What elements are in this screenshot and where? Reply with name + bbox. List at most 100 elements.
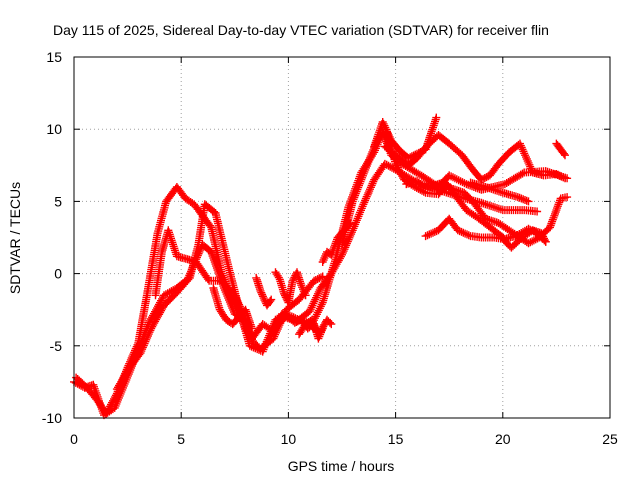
data-point	[380, 159, 389, 168]
data-point	[385, 133, 394, 141]
data-point	[552, 170, 561, 178]
data-point	[267, 325, 276, 334]
x-tick-label: 10	[281, 431, 297, 447]
data-point	[480, 174, 489, 182]
data-point	[496, 205, 505, 214]
data-point	[330, 243, 339, 252]
data-point	[106, 402, 115, 411]
data-point	[425, 230, 434, 239]
data-point	[258, 292, 267, 301]
data-point	[257, 288, 266, 297]
data-point	[310, 323, 319, 332]
data-point	[368, 179, 377, 188]
data-point	[314, 287, 323, 296]
data-point	[347, 228, 356, 237]
data-point	[111, 391, 120, 400]
x-tick-label: 0	[70, 431, 78, 447]
data-point	[525, 160, 534, 169]
data-point	[256, 286, 265, 295]
data-point	[149, 320, 158, 329]
grid-lines	[74, 57, 610, 418]
data-point	[454, 176, 463, 185]
data-point	[343, 237, 352, 246]
data-point	[362, 192, 371, 201]
data-point	[398, 172, 407, 181]
data-point	[523, 157, 532, 165]
data-point	[540, 236, 549, 245]
data-point	[280, 289, 289, 298]
data-point	[266, 297, 275, 305]
y-tick-label: 0	[54, 266, 62, 282]
data-point	[142, 335, 151, 344]
data-point	[518, 145, 527, 154]
data-point	[380, 121, 389, 130]
data-point	[327, 320, 336, 329]
data-point	[381, 123, 390, 132]
data-point	[414, 148, 423, 157]
data-point	[313, 275, 322, 284]
data-point	[363, 190, 372, 199]
y-tick-label: -5	[50, 338, 63, 354]
data-point	[561, 174, 569, 183]
data-point	[269, 334, 278, 343]
data-point	[249, 343, 258, 352]
y-tick-label: 5	[54, 193, 62, 209]
data-point	[378, 118, 387, 126]
data-point	[384, 131, 393, 140]
data-point	[141, 337, 150, 346]
x-tick-label: 5	[177, 431, 185, 447]
data-point	[310, 297, 319, 306]
data-point	[541, 237, 550, 246]
data-point	[453, 226, 462, 235]
data-point	[416, 148, 425, 156]
data-point	[365, 187, 374, 196]
data-point	[531, 235, 540, 244]
data-point	[109, 396, 117, 405]
data-point	[267, 295, 276, 304]
x-tick-label: 20	[495, 431, 511, 447]
data-point	[310, 276, 319, 285]
data-point	[313, 291, 321, 300]
data-point	[394, 165, 403, 174]
data-point	[136, 349, 145, 357]
data-point	[447, 172, 456, 181]
data-point	[450, 174, 459, 183]
data-point	[243, 311, 252, 320]
data-point	[140, 339, 149, 348]
data-point	[274, 273, 283, 282]
data-point	[529, 236, 538, 245]
data-point	[357, 175, 366, 184]
y-tick-label: -10	[42, 410, 62, 426]
data-point	[397, 170, 406, 179]
data-point	[409, 151, 418, 160]
data-point	[457, 227, 466, 236]
data-point	[518, 169, 527, 178]
data-point	[421, 232, 430, 241]
data-point	[445, 183, 454, 192]
data-point	[561, 151, 569, 160]
data-point	[482, 173, 491, 182]
data-point	[145, 328, 154, 337]
data-point	[557, 172, 566, 181]
data-point	[417, 181, 426, 190]
x-tick-label: 15	[388, 431, 404, 447]
data-point	[259, 294, 268, 303]
data-point	[139, 341, 148, 350]
data-point	[105, 404, 114, 413]
data-point	[146, 326, 155, 335]
data-point	[429, 228, 437, 237]
data-point	[423, 231, 432, 240]
axis-ticks: 0 5 10 15 20 25 -10 -5 0 5 10 15	[42, 49, 618, 447]
data-point	[383, 127, 391, 136]
data-point	[413, 149, 421, 158]
data-point	[538, 230, 547, 239]
x-tick-label: 25	[602, 431, 618, 447]
chart-title: Day 115 of 2025, Sidereal Day-to-day VTE…	[53, 22, 549, 38]
data-point	[517, 143, 526, 152]
data-point	[430, 227, 439, 236]
y-tick-label: 10	[46, 121, 62, 137]
data-point	[463, 230, 471, 239]
data-point	[351, 189, 360, 198]
data-point	[158, 304, 167, 313]
data-point	[271, 330, 280, 339]
